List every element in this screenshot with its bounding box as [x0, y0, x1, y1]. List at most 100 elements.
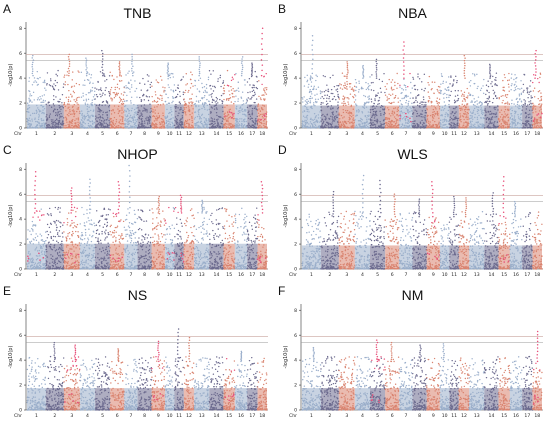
snp-point [75, 98, 78, 100]
snp-point [254, 70, 256, 73]
snp-point [203, 96, 205, 99]
snp-point [97, 81, 99, 83]
peak-point [68, 70, 70, 72]
snp-point [508, 79, 510, 81]
snp-point [140, 100, 143, 103]
snp-point [161, 95, 163, 97]
snp-point [492, 75, 494, 78]
snp-point [342, 98, 344, 100]
snp-point [401, 92, 403, 94]
snp-point [316, 93, 318, 95]
chromosome-density-band [302, 105, 321, 128]
snp-point [28, 80, 30, 82]
snp-point [265, 93, 268, 95]
snp-point [468, 94, 471, 96]
snp-point [87, 98, 90, 101]
peak-point [31, 68, 34, 70]
peak-point [362, 74, 365, 77]
snp-point [397, 97, 399, 99]
snp-point [244, 84, 246, 86]
snp-point [130, 100, 132, 102]
highlight-point [265, 112, 267, 115]
snp-point [514, 89, 517, 91]
peak-point [241, 70, 243, 73]
snp-point [330, 92, 332, 95]
snp-point [66, 74, 68, 76]
snp-point [184, 89, 187, 92]
snp-point [232, 78, 234, 80]
snp-point [510, 89, 512, 91]
snp-point [176, 93, 179, 96]
peak-point [376, 62, 378, 65]
snp-point [112, 91, 114, 94]
chromosome-density-band [194, 104, 210, 128]
snp-point [319, 90, 322, 92]
snp-point [259, 97, 262, 99]
snp-point [407, 95, 409, 98]
peak-point [119, 73, 121, 75]
snp-point [42, 240, 44, 243]
snp-point [206, 98, 208, 101]
snp-point [461, 103, 463, 105]
y-tick-label: 2 [19, 101, 22, 107]
snp-point [352, 96, 355, 99]
peak-point [32, 61, 34, 64]
snp-point [68, 96, 70, 98]
peak-point [311, 49, 314, 51]
snp-point [251, 96, 253, 99]
snp-point [337, 101, 339, 103]
snp-point [52, 95, 55, 97]
snp-point [324, 75, 326, 78]
snp-point [478, 102, 480, 104]
snp-point [451, 85, 454, 87]
peak-point [463, 67, 466, 69]
x-tick-label: 6 [116, 131, 119, 137]
x-tick-label: 10 [167, 131, 173, 137]
snp-point [219, 76, 221, 79]
snp-point [483, 78, 485, 81]
snp-point [487, 85, 490, 88]
peak-point [463, 54, 466, 57]
peak-point [311, 39, 314, 42]
chromosome-6-points [384, 72, 400, 129]
peak-point [346, 68, 349, 70]
snp-point [315, 88, 317, 91]
snp-point [179, 90, 181, 93]
snp-point [539, 76, 541, 79]
snp-point [403, 78, 405, 81]
snp-point [28, 97, 30, 100]
peak-point [167, 73, 169, 75]
snp-point [423, 73, 426, 76]
peak-point [463, 62, 466, 64]
snp-point [84, 102, 87, 104]
peak-point [166, 65, 169, 67]
x-tick-label: 4 [361, 131, 364, 137]
snp-point [310, 90, 312, 93]
snp-point [215, 103, 217, 105]
snp-point [381, 80, 384, 83]
snp-point [122, 101, 124, 103]
snp-point [29, 230, 31, 232]
snp-point [386, 96, 388, 98]
snp-point [390, 81, 392, 83]
snp-point [309, 101, 312, 104]
snp-point [326, 94, 329, 96]
snp-point [212, 70, 214, 72]
snp-point [99, 71, 102, 73]
snp-point [421, 81, 423, 83]
snp-point [204, 95, 206, 97]
snp-point [510, 84, 513, 87]
snp-point [126, 86, 128, 89]
chromosome-7-points [123, 53, 139, 129]
snp-point [197, 100, 200, 102]
snp-point [477, 85, 479, 88]
snp-point [532, 74, 535, 76]
snp-point [53, 220, 55, 223]
snp-point [329, 100, 331, 102]
y-tick-label: 4 [19, 76, 22, 82]
snp-point [388, 78, 390, 81]
snp-point [469, 94, 472, 97]
peak-point [131, 63, 133, 65]
snp-point [57, 235, 60, 237]
snp-point [346, 88, 348, 90]
